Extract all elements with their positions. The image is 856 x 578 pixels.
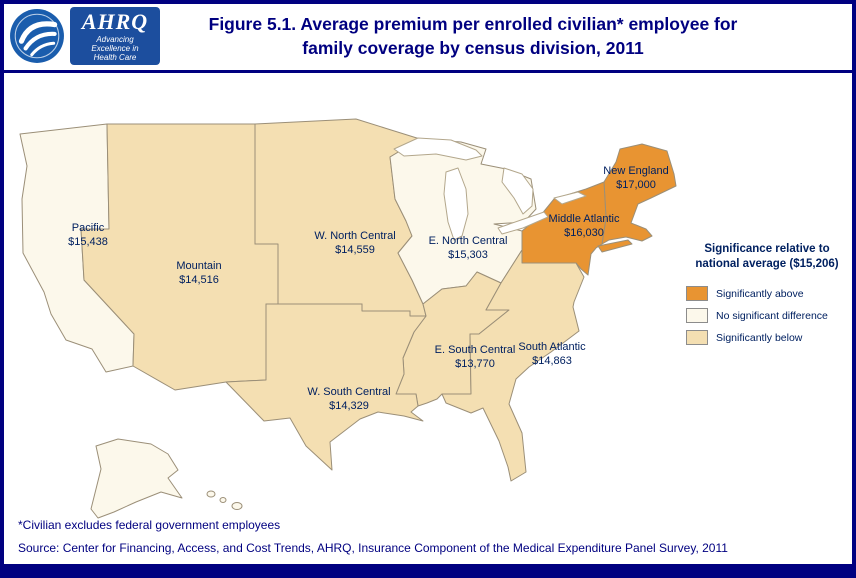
region-pacific-hawaii-3 — [231, 502, 243, 510]
map-regions — [19, 118, 677, 519]
region-south-atlantic — [441, 249, 585, 482]
legend-item-no-difference: No significant difference — [686, 308, 848, 323]
page-title-line1: Figure 5.1. Average premium per enrolled… — [208, 14, 738, 34]
region-value-middle-atlantic: $16,030 — [564, 227, 604, 239]
legend-swatch-below — [686, 330, 708, 345]
region-value-mountain: $14,516 — [179, 274, 219, 286]
hhs-eagle-icon — [18, 21, 58, 57]
legend-title: Significance relative to national averag… — [695, 243, 839, 270]
page-title: Figure 5.1. Average premium per enrolled… — [154, 12, 792, 60]
legend-label-below: Significantly below — [716, 331, 803, 344]
header-logos: AHRQ Advancing Excellence in Health Care — [9, 7, 160, 65]
lake-michigan-icon — [443, 167, 469, 241]
ahrq-logo-wordmark: AHRQ — [81, 9, 149, 34]
footnote: *Civilian excludes federal government em… — [18, 518, 281, 532]
map-labels: Pacific $15,438 Mountain $14,516 W. Nort… — [68, 165, 669, 412]
lake-erie-icon — [497, 211, 549, 235]
region-value-w-north-central: $14,559 — [335, 244, 375, 256]
region-label-new-england: New England — [603, 165, 668, 177]
ahrq-logo: AHRQ Advancing Excellence in Health Care — [70, 7, 160, 65]
legend-swatch-no-difference — [686, 308, 708, 323]
legend-item-above: Significantly above — [686, 286, 848, 301]
great-lakes — [393, 137, 587, 241]
legend-swatch-above — [686, 286, 708, 301]
region-pacific-hawaii-1 — [206, 490, 216, 498]
region-value-pacific: $15,438 — [68, 236, 108, 248]
region-value-e-south-central: $13,770 — [455, 358, 495, 370]
hhs-logo-icon — [10, 9, 64, 63]
ahrq-logo-tagline: Advancing Excellence in Health Care — [91, 35, 139, 62]
page-title-line2: family coverage by census division, 2011 — [302, 38, 644, 58]
map-legend: Significance relative to national averag… — [686, 242, 848, 352]
region-middle-atlantic-long-island — [597, 239, 633, 253]
region-value-south-atlantic: $14,863 — [532, 355, 572, 367]
region-value-w-south-central: $14,329 — [329, 400, 369, 412]
legend-item-below: Significantly below — [686, 330, 848, 345]
source-line: Source: Center for Financing, Access, an… — [18, 541, 728, 555]
region-value-new-england: $17,000 — [616, 179, 656, 191]
region-label-mountain: Mountain — [176, 260, 221, 272]
region-new-england — [601, 143, 677, 245]
region-pacific-hawaii-2 — [219, 497, 227, 503]
region-label-middle-atlantic: Middle Atlantic — [549, 213, 620, 225]
lake-ontario-icon — [553, 191, 587, 205]
legend-label-above: Significantly above — [716, 287, 804, 300]
region-label-pacific: Pacific — [72, 222, 105, 234]
region-label-w-north-central: W. North Central — [314, 230, 395, 242]
lake-superior-icon — [393, 137, 483, 161]
region-value-e-north-central: $15,303 — [448, 249, 488, 261]
bottom-bar — [4, 564, 852, 574]
region-label-e-north-central: E. North Central — [429, 235, 508, 247]
region-label-south-atlantic: South Atlantic — [518, 341, 586, 353]
header-divider — [4, 70, 852, 73]
region-pacific-alaska — [90, 438, 183, 519]
region-label-w-south-central: W. South Central — [307, 386, 390, 398]
region-label-e-south-central: E. South Central — [435, 344, 516, 356]
lake-huron-icon — [501, 167, 534, 215]
legend-label-no-difference: No significant difference — [716, 309, 828, 322]
region-w-south-central — [225, 303, 427, 471]
us-map: Pacific $15,438 Mountain $14,516 W. Nort… — [19, 118, 677, 519]
